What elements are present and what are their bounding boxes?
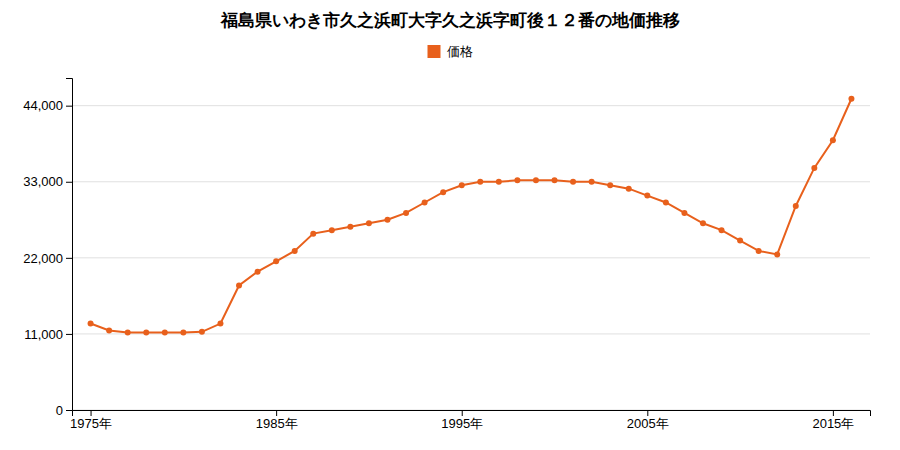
marker <box>496 179 502 185</box>
marker <box>106 327 112 333</box>
tick: 22,000 <box>23 250 72 265</box>
marker <box>570 179 576 185</box>
marker <box>143 330 149 336</box>
tick: 44,000 <box>23 98 72 113</box>
marker <box>292 248 298 254</box>
tick-mark <box>647 410 648 416</box>
tick: 1975年 <box>70 410 112 431</box>
marker <box>125 330 131 336</box>
tick: 0 <box>56 403 72 418</box>
tick-label: 22,000 <box>23 250 63 265</box>
marker <box>793 203 799 209</box>
legend-swatch <box>428 45 441 58</box>
title: 福島県いわき市久之浜町大字久之浜字町後１２番の地価推移 <box>220 10 680 30</box>
marker <box>737 238 743 244</box>
marker <box>830 137 836 143</box>
marker <box>403 210 409 216</box>
tick-label: 2015年 <box>812 416 854 431</box>
tick: 1985年 <box>256 410 298 431</box>
tick-mark <box>276 410 277 416</box>
marks <box>88 96 855 336</box>
marker <box>477 179 483 185</box>
marker <box>848 96 854 102</box>
marker <box>422 200 428 206</box>
grid-line <box>72 333 870 334</box>
marker <box>681 210 687 216</box>
chart: 福島県いわき市久之浜町大字久之浜字町後１２番の地価推移 1975年 1985年 199… <box>0 0 900 450</box>
marker <box>384 217 390 223</box>
marker <box>663 200 669 206</box>
grid <box>72 106 870 410</box>
line <box>91 99 852 333</box>
marker <box>329 227 335 233</box>
tick-mark <box>66 182 72 183</box>
tick-mark <box>462 410 463 416</box>
tick-mark <box>91 410 92 416</box>
marker <box>255 269 261 275</box>
marker <box>180 330 186 336</box>
tick: 1995年 <box>441 410 483 431</box>
tick-mark <box>66 410 72 411</box>
tick-mark <box>66 106 72 107</box>
tick-label: 2005年 <box>627 416 669 431</box>
legend-item: 価格 <box>428 44 473 59</box>
plot: 1975年 1985年 1995年 2005年 2015年 0 11,000 22,000 33… <box>23 79 870 432</box>
tick: 11,000 <box>24 327 72 342</box>
axis-line <box>66 79 73 411</box>
tick-label: 0 <box>56 403 63 418</box>
legend: 価格 <box>428 44 473 59</box>
tick-label: 1975年 <box>70 416 112 431</box>
marker <box>199 329 205 335</box>
marker <box>88 321 94 327</box>
y-axis: 0 11,000 22,000 33,000 44,000 <box>23 79 72 418</box>
marker <box>774 251 780 257</box>
tick-label: 1985年 <box>256 416 298 431</box>
grid-line <box>72 257 870 258</box>
axis-line <box>73 411 871 417</box>
legend-label: 価格 <box>447 44 473 59</box>
marker <box>273 258 279 264</box>
marker <box>459 182 465 188</box>
marker <box>700 220 706 226</box>
marker <box>347 224 353 230</box>
tick-label: 33,000 <box>23 174 63 189</box>
marker <box>626 186 632 192</box>
marker <box>589 179 595 185</box>
marker <box>162 330 168 336</box>
tick-label: 11,000 <box>24 327 63 342</box>
marker <box>533 177 539 183</box>
tick-label: 1995年 <box>441 416 483 431</box>
marker <box>440 189 446 195</box>
marker <box>236 283 242 289</box>
marker <box>719 227 725 233</box>
marker <box>811 165 817 171</box>
marker <box>607 182 613 188</box>
marker <box>756 248 762 254</box>
tick-mark <box>833 410 834 416</box>
tick: 2005年 <box>627 410 669 431</box>
x-axis: 1975年 1985年 1995年 2005年 2015年 <box>70 410 870 431</box>
marker <box>366 220 372 226</box>
marker <box>310 231 316 237</box>
grid-line <box>72 181 870 182</box>
marker <box>217 321 223 327</box>
marker <box>514 177 520 183</box>
tick-label: 44,000 <box>23 98 63 113</box>
tick: 33,000 <box>23 174 72 189</box>
marker <box>552 177 558 183</box>
tick-mark <box>66 258 72 259</box>
grid-line <box>72 105 870 106</box>
marker <box>644 193 650 199</box>
tick: 2015年 <box>812 410 854 431</box>
tick-mark <box>66 334 72 335</box>
